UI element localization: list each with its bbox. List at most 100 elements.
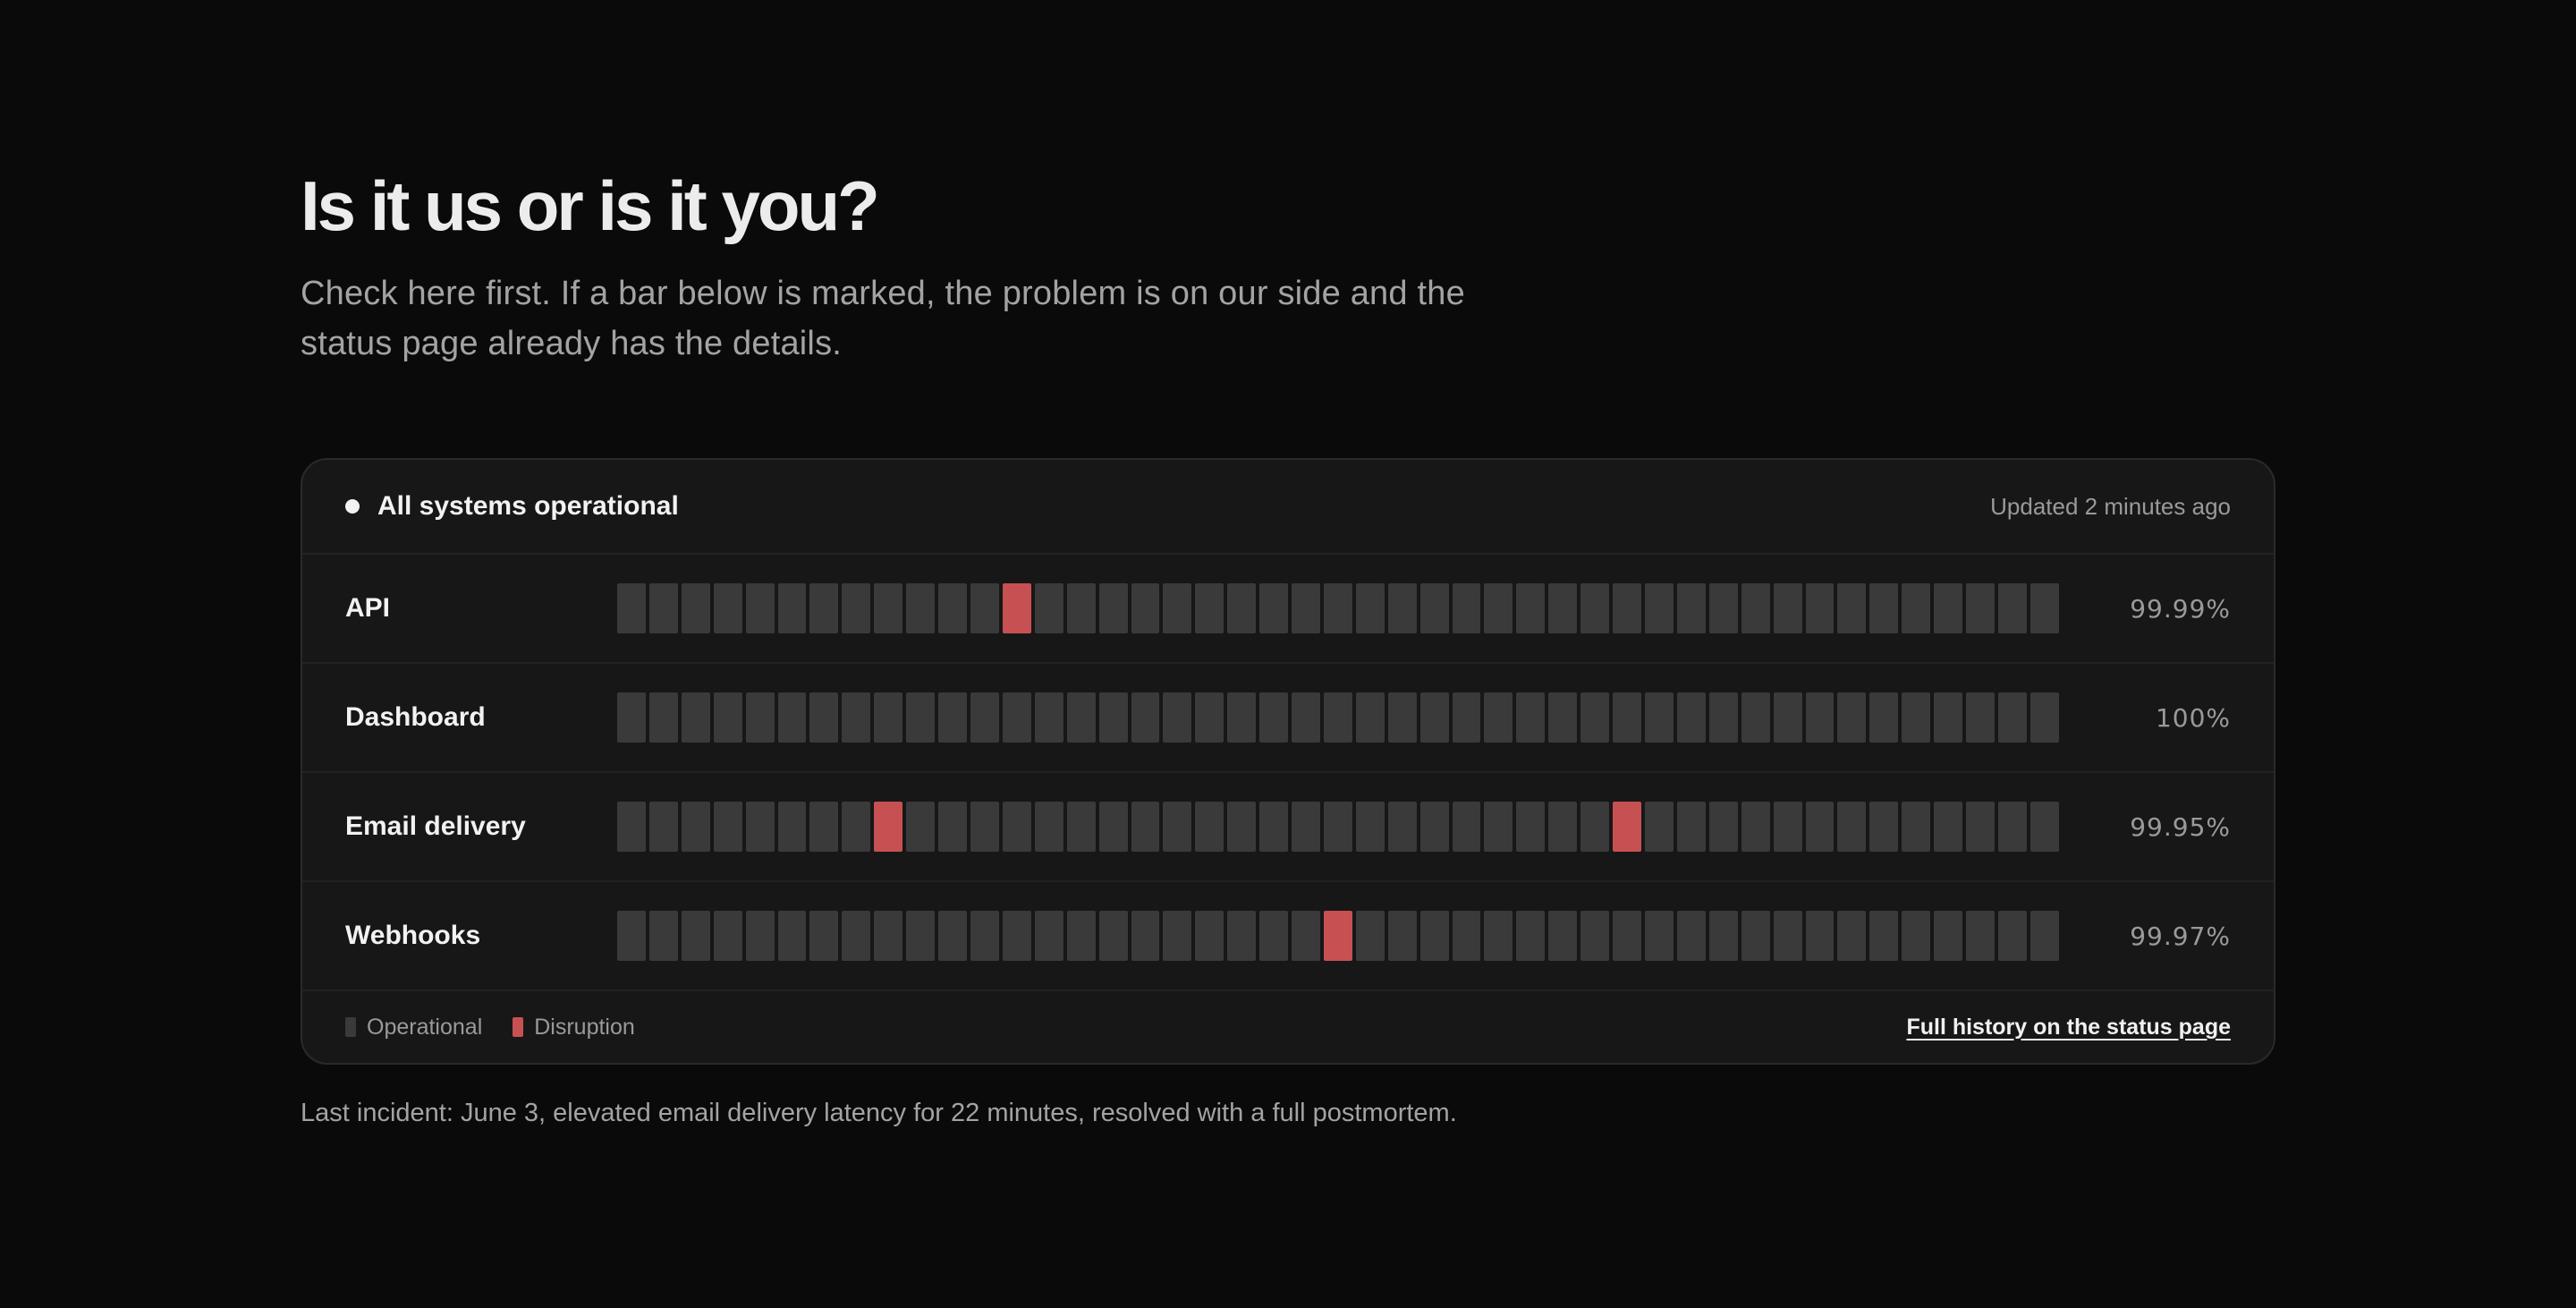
uptime-bar-operational[interactable] xyxy=(2029,911,2059,961)
uptime-bar-operational[interactable] xyxy=(1548,802,1578,852)
uptime-bar-operational[interactable] xyxy=(1516,583,1546,633)
uptime-bar-operational[interactable] xyxy=(2029,583,2059,633)
uptime-bar-operational[interactable] xyxy=(1259,692,1289,743)
uptime-bar-operational[interactable] xyxy=(1676,911,1706,961)
uptime-bar-operational[interactable] xyxy=(1613,911,1641,961)
uptime-bar-operational[interactable] xyxy=(1419,911,1449,961)
uptime-bar-operational[interactable] xyxy=(1805,802,1835,852)
uptime-bar-operational[interactable] xyxy=(1131,583,1160,633)
uptime-bar-operational[interactable] xyxy=(1837,583,1867,633)
uptime-bar-operational[interactable] xyxy=(1741,911,1770,961)
uptime-bar-operational[interactable] xyxy=(1741,692,1770,743)
uptime-bar-operational[interactable] xyxy=(1934,692,1963,743)
uptime-bar-operational[interactable] xyxy=(1613,692,1641,743)
uptime-bar-operational[interactable] xyxy=(1163,692,1192,743)
uptime-bar-operational[interactable] xyxy=(1934,583,1963,633)
uptime-bar-operational[interactable] xyxy=(874,911,903,961)
uptime-bar-operational[interactable] xyxy=(970,692,999,743)
uptime-bar-operational[interactable] xyxy=(1484,911,1513,961)
uptime-bar-operational[interactable] xyxy=(1292,802,1320,852)
full-history-link[interactable]: Full history on the status page xyxy=(1906,1014,2231,1040)
uptime-bar-operational[interactable] xyxy=(1741,583,1770,633)
uptime-bar-operational[interactable] xyxy=(648,583,678,633)
uptime-bar-operational[interactable] xyxy=(1805,583,1835,633)
uptime-bar-operational[interactable] xyxy=(1708,692,1738,743)
uptime-bar-operational[interactable] xyxy=(1227,692,1257,743)
uptime-bar-operational[interactable] xyxy=(648,692,678,743)
uptime-bar-disruption[interactable] xyxy=(874,802,903,852)
uptime-bar-operational[interactable] xyxy=(1580,911,1610,961)
uptime-bar-operational[interactable] xyxy=(1452,802,1481,852)
uptime-bar-operational[interactable] xyxy=(617,911,646,961)
uptime-bar-operational[interactable] xyxy=(1323,802,1352,852)
uptime-bar-operational[interactable] xyxy=(970,802,999,852)
uptime-bar-operational[interactable] xyxy=(842,692,871,743)
uptime-bar-operational[interactable] xyxy=(1484,583,1513,633)
uptime-bar-disruption[interactable] xyxy=(1613,802,1641,852)
uptime-bar-operational[interactable] xyxy=(1516,911,1546,961)
uptime-bar-operational[interactable] xyxy=(1997,802,2027,852)
uptime-bar-operational[interactable] xyxy=(1773,692,1802,743)
uptime-bar-operational[interactable] xyxy=(970,911,999,961)
uptime-bar-operational[interactable] xyxy=(1227,911,1257,961)
uptime-bar-operational[interactable] xyxy=(1066,583,1096,633)
uptime-bar-operational[interactable] xyxy=(1292,692,1320,743)
uptime-bar-operational[interactable] xyxy=(1902,911,1931,961)
uptime-bar-operational[interactable] xyxy=(681,692,710,743)
uptime-bar-operational[interactable] xyxy=(1163,583,1192,633)
uptime-bar-operational[interactable] xyxy=(1419,692,1449,743)
uptime-bar-disruption[interactable] xyxy=(1002,583,1031,633)
uptime-bar-operational[interactable] xyxy=(1484,692,1513,743)
uptime-bar-operational[interactable] xyxy=(1323,583,1352,633)
uptime-bar-operational[interactable] xyxy=(842,911,871,961)
uptime-bar-operational[interactable] xyxy=(1066,692,1096,743)
uptime-bar-operational[interactable] xyxy=(713,911,742,961)
uptime-bar-operational[interactable] xyxy=(874,583,903,633)
uptime-bar-operational[interactable] xyxy=(906,911,936,961)
uptime-bar-operational[interactable] xyxy=(648,802,678,852)
uptime-bar-operational[interactable] xyxy=(1163,911,1192,961)
uptime-bar-operational[interactable] xyxy=(1098,911,1128,961)
uptime-bar-operational[interactable] xyxy=(906,692,936,743)
uptime-bar-operational[interactable] xyxy=(1773,802,1802,852)
uptime-bar-operational[interactable] xyxy=(1580,802,1610,852)
uptime-bar-operational[interactable] xyxy=(1869,911,1899,961)
uptime-bar-operational[interactable] xyxy=(1966,692,1995,743)
uptime-bar-operational[interactable] xyxy=(842,583,871,633)
uptime-bar-operational[interactable] xyxy=(1452,583,1481,633)
uptime-bar-operational[interactable] xyxy=(1613,583,1641,633)
uptime-bar-operational[interactable] xyxy=(1419,583,1449,633)
uptime-bar-operational[interactable] xyxy=(617,583,646,633)
uptime-bar-operational[interactable] xyxy=(1259,583,1289,633)
uptime-bar-operational[interactable] xyxy=(1131,802,1160,852)
uptime-bar-operational[interactable] xyxy=(745,802,775,852)
uptime-bar-operational[interactable] xyxy=(1869,692,1899,743)
uptime-bar-operational[interactable] xyxy=(970,583,999,633)
uptime-bar-operational[interactable] xyxy=(906,583,936,633)
uptime-bar-operational[interactable] xyxy=(1805,911,1835,961)
uptime-bar-operational[interactable] xyxy=(777,802,807,852)
uptime-bar-operational[interactable] xyxy=(1066,802,1096,852)
uptime-bar-operational[interactable] xyxy=(1034,692,1063,743)
uptime-bar-operational[interactable] xyxy=(1676,583,1706,633)
uptime-bar-operational[interactable] xyxy=(1292,911,1320,961)
uptime-bar-operational[interactable] xyxy=(1452,911,1481,961)
uptime-bar-operational[interactable] xyxy=(1869,802,1899,852)
uptime-bar-operational[interactable] xyxy=(1259,802,1289,852)
uptime-bar-operational[interactable] xyxy=(777,911,807,961)
uptime-bar-operational[interactable] xyxy=(1997,583,2027,633)
uptime-bar-operational[interactable] xyxy=(1645,692,1674,743)
uptime-bar-operational[interactable] xyxy=(938,692,967,743)
uptime-bar-operational[interactable] xyxy=(1773,583,1802,633)
uptime-bar-operational[interactable] xyxy=(1034,802,1063,852)
uptime-bar-operational[interactable] xyxy=(1645,911,1674,961)
uptime-bar-operational[interactable] xyxy=(648,911,678,961)
uptime-bar-operational[interactable] xyxy=(1966,911,1995,961)
uptime-bar-operational[interactable] xyxy=(1034,583,1063,633)
uptime-bar-operational[interactable] xyxy=(1131,692,1160,743)
uptime-bar-operational[interactable] xyxy=(1034,911,1063,961)
uptime-bar-operational[interactable] xyxy=(1516,692,1546,743)
uptime-bar-operational[interactable] xyxy=(1195,911,1224,961)
uptime-bar-operational[interactable] xyxy=(745,911,775,961)
uptime-bar-operational[interactable] xyxy=(2029,692,2059,743)
